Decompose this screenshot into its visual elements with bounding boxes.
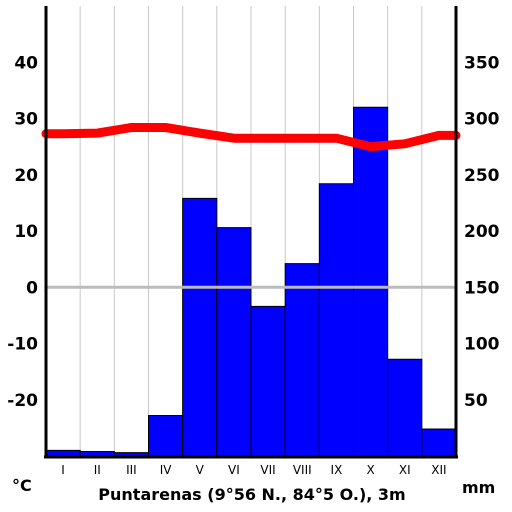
precipitation-bar xyxy=(79,451,115,457)
precipitation-bar xyxy=(421,428,457,457)
right-tick-label: 300 xyxy=(464,110,500,130)
month-labels: I II III IV V VI VII VIII IX X XI XII xyxy=(61,463,446,477)
month-label: VII xyxy=(260,463,275,477)
month-label: II xyxy=(94,463,101,477)
right-tick-label: 50 xyxy=(464,391,488,411)
right-axis-unit: mm xyxy=(462,478,495,497)
precipitation-bar xyxy=(250,305,286,457)
left-tick-label: 30 xyxy=(14,110,38,130)
month-label: IX xyxy=(331,463,343,477)
right-tick-label: 100 xyxy=(464,335,500,355)
right-tick-label: 200 xyxy=(464,222,500,242)
month-label: III xyxy=(126,463,137,477)
precipitation-bar xyxy=(216,227,252,457)
axes xyxy=(44,6,458,459)
precipitation-bar xyxy=(284,263,320,457)
left-tick-label: 0 xyxy=(26,278,38,298)
right-tick-label: 150 xyxy=(464,278,500,298)
left-axis-unit: °C xyxy=(12,476,32,495)
month-label: XII xyxy=(431,463,446,477)
precipitation-bar xyxy=(45,449,81,457)
left-tick-label: 10 xyxy=(14,222,38,242)
precipitation-bar xyxy=(113,452,150,457)
precipitation-bar xyxy=(182,197,218,457)
chart-caption: Puntarenas (9°56 N., 84°5 O.), 3m xyxy=(98,485,405,504)
left-tick-label: -20 xyxy=(7,391,38,411)
right-axis-ticks: 50 100 150 200 250 300 350 xyxy=(464,53,500,411)
temperature-line xyxy=(41,123,461,152)
left-tick-label: 40 xyxy=(14,53,38,73)
month-label: V xyxy=(196,463,205,477)
precipitation-bars xyxy=(45,106,457,457)
left-tick-label: 20 xyxy=(14,166,38,186)
month-label: XI xyxy=(399,463,411,477)
right-tick-label: 250 xyxy=(464,166,500,186)
precipitation-bar xyxy=(353,106,389,457)
left-tick-label: -10 xyxy=(7,335,38,355)
precipitation-bar xyxy=(318,183,355,457)
precipitation-bar xyxy=(148,415,184,457)
month-label: X xyxy=(366,463,374,477)
month-label: VIII xyxy=(293,463,312,477)
month-label: VI xyxy=(228,463,240,477)
right-tick-label: 350 xyxy=(464,53,500,73)
month-label: IV xyxy=(160,463,173,477)
month-label: I xyxy=(61,463,65,477)
precipitation-bar xyxy=(387,358,423,457)
left-axis-ticks: -20 -10 0 10 20 30 40 xyxy=(7,53,38,411)
